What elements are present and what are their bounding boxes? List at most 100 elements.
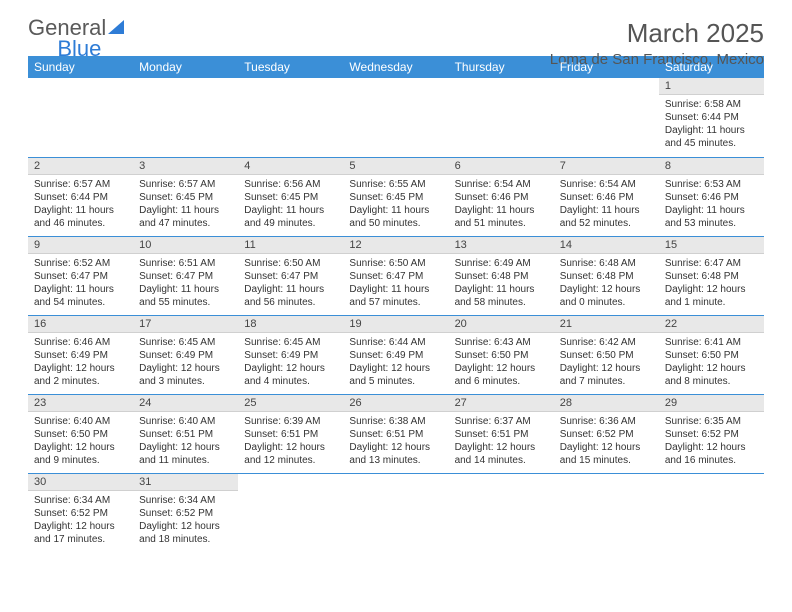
sunrise-text: Sunrise: 6:57 AM	[139, 178, 232, 191]
calendar-cell: 17Sunrise: 6:45 AMSunset: 6:49 PMDayligh…	[133, 315, 238, 394]
calendar-cell: 31Sunrise: 6:34 AMSunset: 6:52 PMDayligh…	[133, 473, 238, 552]
sunrise-text: Sunrise: 6:53 AM	[665, 178, 758, 191]
daylight-text: Daylight: 12 hours and 14 minutes.	[455, 441, 548, 467]
daylight-text: Daylight: 11 hours and 57 minutes.	[349, 283, 442, 309]
sunrise-text: Sunrise: 6:42 AM	[560, 336, 653, 349]
daylight-text: Daylight: 12 hours and 5 minutes.	[349, 362, 442, 388]
sunset-text: Sunset: 6:51 PM	[349, 428, 442, 441]
daylight-text: Daylight: 12 hours and 11 minutes.	[139, 441, 232, 467]
day-details: Sunrise: 6:38 AMSunset: 6:51 PMDaylight:…	[343, 412, 448, 471]
sunrise-text: Sunrise: 6:58 AM	[665, 98, 758, 111]
daylight-text: Daylight: 12 hours and 2 minutes.	[34, 362, 127, 388]
daylight-text: Daylight: 12 hours and 6 minutes.	[455, 362, 548, 388]
sunrise-text: Sunrise: 6:57 AM	[34, 178, 127, 191]
daylight-text: Daylight: 12 hours and 7 minutes.	[560, 362, 653, 388]
calendar-cell: 4Sunrise: 6:56 AMSunset: 6:45 PMDaylight…	[238, 157, 343, 236]
brand-logo: GeneralGeBlue	[28, 18, 124, 60]
sunrise-text: Sunrise: 6:46 AM	[34, 336, 127, 349]
calendar-cell: 3 Sunrise: 6:57 AMSunset: 6:45 PMDaylight…	[133, 157, 238, 236]
sunrise-text: Sunrise: 6:35 AM	[665, 415, 758, 428]
sunrise-text: Sunrise: 6:48 AM	[560, 257, 653, 270]
calendar-cell: 7Sunrise: 6:54 AMSunset: 6:46 PMDaylight…	[554, 157, 659, 236]
day-details: Sunrise: 6:56 AMSunset: 6:45 PMDaylight:…	[238, 175, 343, 234]
daylight-text: Daylight: 12 hours and 16 minutes.	[665, 441, 758, 467]
day-details: Sunrise: 6:41 AMSunset: 6:50 PMDaylight:…	[659, 333, 764, 392]
calendar-cell: 10Sunrise: 6:51 AMSunset: 6:47 PMDayligh…	[133, 236, 238, 315]
calendar-cell: 9Sunrise: 6:52 AMSunset: 6:47 PMDaylight…	[28, 236, 133, 315]
calendar-week-row: 1Sunrise: 6:58 AMSunset: 6:44 PMDaylight…	[28, 78, 764, 157]
sunset-text: Sunset: 6:50 PM	[455, 349, 548, 362]
sunrise-text: Sunrise: 6:52 AM	[34, 257, 127, 270]
sunset-text: Sunset: 6:48 PM	[560, 270, 653, 283]
day-details: Sunrise: 6:37 AMSunset: 6:51 PMDaylight:…	[449, 412, 554, 471]
day-details: Sunrise: 6:43 AMSunset: 6:50 PMDaylight:…	[449, 333, 554, 392]
sunrise-text: Sunrise: 6:43 AM	[455, 336, 548, 349]
sunrise-text: Sunrise: 6:44 AM	[349, 336, 442, 349]
calendar-cell: 22Sunrise: 6:41 AMSunset: 6:50 PMDayligh…	[659, 315, 764, 394]
day-number: 3	[133, 158, 238, 175]
calendar-cell	[133, 78, 238, 157]
day-number: 26	[343, 395, 448, 412]
day-number: 21	[554, 316, 659, 333]
sunset-text: Sunset: 6:47 PM	[34, 270, 127, 283]
sunrise-text: Sunrise: 6:50 AM	[349, 257, 442, 270]
daylight-text: Daylight: 11 hours and 55 minutes.	[139, 283, 232, 309]
sunset-text: Sunset: 6:50 PM	[560, 349, 653, 362]
calendar-cell: 5Sunrise: 6:55 AMSunset: 6:45 PMDaylight…	[343, 157, 448, 236]
calendar-cell	[238, 473, 343, 552]
sunset-text: Sunset: 6:52 PM	[560, 428, 653, 441]
calendar-cell: 16Sunrise: 6:46 AMSunset: 6:49 PMDayligh…	[28, 315, 133, 394]
day-details: Sunrise: 6:53 AMSunset: 6:46 PMDaylight:…	[659, 175, 764, 234]
daylight-text: Daylight: 11 hours and 47 minutes.	[139, 204, 232, 230]
sunset-text: Sunset: 6:50 PM	[665, 349, 758, 362]
calendar-cell: 30Sunrise: 6:34 AMSunset: 6:52 PMDayligh…	[28, 473, 133, 552]
sunrise-text: Sunrise: 6:56 AM	[244, 178, 337, 191]
day-number: 18	[238, 316, 343, 333]
sunset-text: Sunset: 6:48 PM	[665, 270, 758, 283]
calendar-cell: 23Sunrise: 6:40 AMSunset: 6:50 PMDayligh…	[28, 394, 133, 473]
daylight-text: Daylight: 12 hours and 15 minutes.	[560, 441, 653, 467]
day-number: 22	[659, 316, 764, 333]
daylight-text: Daylight: 11 hours and 46 minutes.	[34, 204, 127, 230]
day-number: 15	[659, 237, 764, 254]
sunset-text: Sunset: 6:52 PM	[34, 507, 127, 520]
day-number: 19	[343, 316, 448, 333]
col-monday: Monday	[133, 56, 238, 78]
calendar-cell: 2Sunrise: 6:57 AMSunset: 6:44 PMDaylight…	[28, 157, 133, 236]
calendar-cell	[449, 78, 554, 157]
sunrise-text: Sunrise: 6:36 AM	[560, 415, 653, 428]
calendar-cell	[238, 78, 343, 157]
daylight-text: Daylight: 12 hours and 0 minutes.	[560, 283, 653, 309]
sunset-text: Sunset: 6:47 PM	[139, 270, 232, 283]
sunrise-text: Sunrise: 6:41 AM	[665, 336, 758, 349]
daylight-text: Daylight: 12 hours and 1 minute.	[665, 283, 758, 309]
day-number: 6	[449, 158, 554, 175]
sunset-text: Sunset: 6:52 PM	[665, 428, 758, 441]
day-details: Sunrise: 6:48 AMSunset: 6:48 PMDaylight:…	[554, 254, 659, 313]
day-details: Sunrise: 6:47 AMSunset: 6:48 PMDaylight:…	[659, 254, 764, 313]
sunrise-text: Sunrise: 6:34 AM	[139, 494, 232, 507]
daylight-text: Daylight: 11 hours and 51 minutes.	[455, 204, 548, 230]
sunrise-text: Sunrise: 6:37 AM	[455, 415, 548, 428]
sunset-text: Sunset: 6:45 PM	[139, 191, 232, 204]
day-details: Sunrise: 6:50 AMSunset: 6:47 PMDaylight:…	[238, 254, 343, 313]
day-number: 10	[133, 237, 238, 254]
calendar-cell: 27Sunrise: 6:37 AMSunset: 6:51 PMDayligh…	[449, 394, 554, 473]
day-details: Sunrise: 6:57 AMSunset: 6:44 PMDaylight:…	[28, 175, 133, 234]
sunrise-text: Sunrise: 6:55 AM	[349, 178, 442, 191]
day-details: Sunrise: 6:36 AMSunset: 6:52 PMDaylight:…	[554, 412, 659, 471]
calendar-cell: 6Sunrise: 6:54 AMSunset: 6:46 PMDaylight…	[449, 157, 554, 236]
daylight-text: Daylight: 12 hours and 18 minutes.	[139, 520, 232, 546]
day-details: Sunrise: 6:39 AMSunset: 6:51 PMDaylight:…	[238, 412, 343, 471]
day-details: Sunrise: 6:42 AMSunset: 6:50 PMDaylight:…	[554, 333, 659, 392]
sunrise-text: Sunrise: 6:54 AM	[560, 178, 653, 191]
day-number: 30	[28, 474, 133, 491]
day-number: 20	[449, 316, 554, 333]
daylight-text: Daylight: 11 hours and 53 minutes.	[665, 204, 758, 230]
sunset-text: Sunset: 6:51 PM	[244, 428, 337, 441]
day-details: Sunrise: 6:51 AMSunset: 6:47 PMDaylight:…	[133, 254, 238, 313]
sunrise-text: Sunrise: 6:34 AM	[34, 494, 127, 507]
day-number: 25	[238, 395, 343, 412]
day-details: Sunrise: 6:49 AMSunset: 6:48 PMDaylight:…	[449, 254, 554, 313]
calendar-cell: 28Sunrise: 6:36 AMSunset: 6:52 PMDayligh…	[554, 394, 659, 473]
